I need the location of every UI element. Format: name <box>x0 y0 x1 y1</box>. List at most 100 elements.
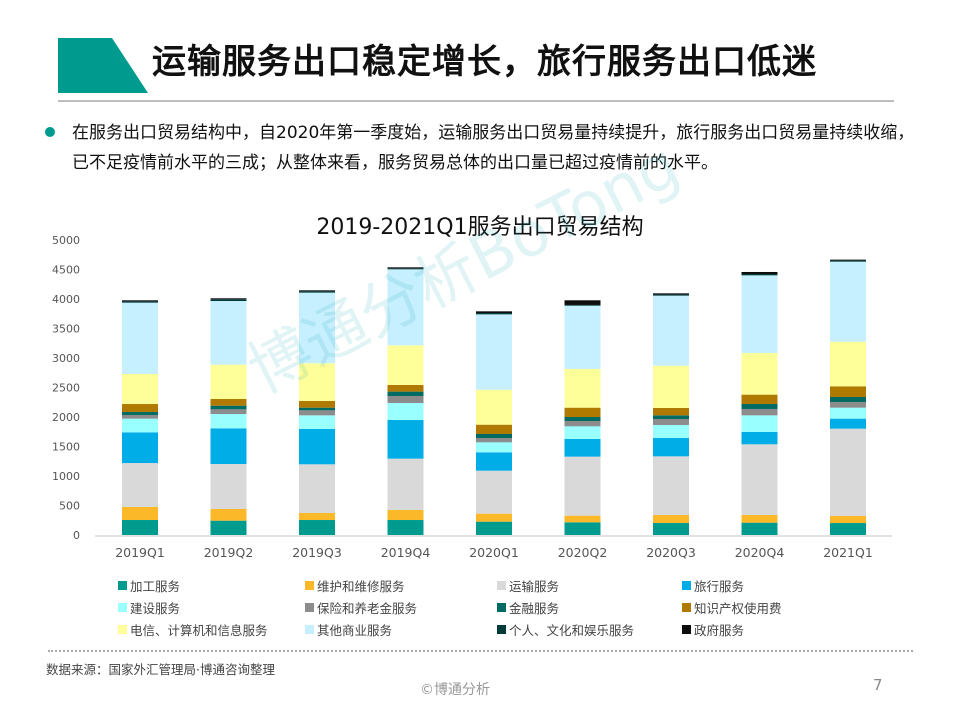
y-tick-label: 3000 <box>52 352 80 365</box>
bar-segment <box>564 456 601 516</box>
bar-segment <box>476 438 512 443</box>
bar-segment <box>653 407 689 416</box>
bar-segment <box>476 389 512 425</box>
bar-segment <box>830 341 866 387</box>
bar-segment <box>653 294 689 296</box>
bar-segment <box>830 523 866 535</box>
bar-segment <box>741 273 778 276</box>
bar-segment <box>564 304 601 306</box>
x-tick-label: 2020Q2 <box>558 545 608 560</box>
bar-stack-2019Q4 <box>387 267 424 535</box>
bar-segment <box>387 267 424 269</box>
bar-stack-2019Q3 <box>299 290 335 535</box>
bar-segment <box>122 506 158 521</box>
bar-segment <box>741 275 778 353</box>
x-tick-label: 2019Q2 <box>204 545 254 560</box>
page-number: 7 <box>873 676 883 694</box>
legend-item: 其他商业服务 <box>305 620 392 639</box>
bar-segment <box>564 305 601 369</box>
bar-stack-2019Q1 <box>122 300 158 535</box>
bar-stack-2020Q1 <box>476 311 512 535</box>
legend-label: 保险和养老金服务 <box>317 601 418 616</box>
copyright: ©博通分析 <box>420 682 490 698</box>
bar-segment <box>653 438 689 457</box>
bar-segment <box>653 365 689 408</box>
bar-segment <box>122 404 158 412</box>
y-tick-label: 1000 <box>52 470 80 483</box>
legend-swatch <box>305 581 314 590</box>
bar-segment <box>387 391 424 396</box>
bar-segment <box>741 404 778 409</box>
bar-segment <box>299 520 335 535</box>
bar-segment <box>741 408 778 416</box>
bar-segment <box>830 261 866 342</box>
bar-segment <box>564 522 601 535</box>
bar-segment <box>299 428 335 465</box>
x-tick-label: 2019Q4 <box>381 545 431 560</box>
legend-label: 维护和维修服务 <box>317 579 405 594</box>
bar-segment <box>564 426 601 440</box>
bar-segment <box>210 301 247 365</box>
legend-swatch <box>497 625 506 634</box>
bar-segment <box>564 417 601 422</box>
y-tick-label: 4000 <box>52 293 80 306</box>
bar-segment <box>564 407 601 417</box>
bar-segment <box>476 442 512 453</box>
bar-segment <box>210 399 247 406</box>
y-tick-label: 3500 <box>52 323 80 336</box>
bar-segment <box>830 407 866 419</box>
bar-segment <box>564 300 601 305</box>
bar-segment <box>476 452 512 471</box>
legend-label: 加工服务 <box>130 579 181 594</box>
y-tick-label: 2000 <box>52 411 80 424</box>
bar-segment <box>299 291 335 293</box>
legend-swatch <box>118 603 127 612</box>
bar-segment <box>830 259 866 261</box>
bar-segment <box>210 298 247 300</box>
y-axis: 0 500 1000 1500 2000 2500 3000 3500 4000 4500 5000 <box>52 234 80 542</box>
legend-swatch <box>682 603 691 612</box>
bar-segment <box>122 432 158 464</box>
bar-segment <box>653 424 689 439</box>
bar-segment <box>387 420 424 459</box>
legend-label: 金融服务 <box>509 601 560 616</box>
bar-segment <box>122 300 158 302</box>
bar-segment <box>653 419 689 425</box>
bar-segment <box>122 302 158 374</box>
bar-segment <box>653 456 689 515</box>
bar-segment <box>476 521 512 535</box>
legend-label: 政府服务 <box>694 623 745 638</box>
bar-segment <box>476 433 512 439</box>
bar-segment <box>122 373 158 405</box>
legend-swatch <box>682 581 691 590</box>
bar-segment <box>741 431 778 445</box>
bar-segment <box>387 509 424 521</box>
legend-swatch <box>118 625 127 634</box>
bar-segment <box>122 411 158 415</box>
bar-segment <box>210 508 247 521</box>
legend-item: 电信、计算机和信息服务 <box>118 620 268 639</box>
bar-stack-2021Q1 <box>830 259 866 535</box>
bar-segment <box>299 464 335 513</box>
bar-segment <box>653 295 689 366</box>
bar-segment <box>210 405 247 410</box>
bar-segment <box>210 413 247 429</box>
source-note: 数据来源：国家外汇管理局·博通咨询整理 <box>46 662 275 677</box>
bar-segment <box>564 439 601 457</box>
x-tick-label: 2020Q4 <box>735 545 785 560</box>
bar-segment <box>741 352 778 395</box>
legend-item: 个人、文化和娱乐服务 <box>497 620 634 639</box>
bars <box>122 259 866 535</box>
bar-segment <box>387 458 424 510</box>
y-tick-label: 1500 <box>52 441 80 454</box>
bar-segment <box>476 424 512 434</box>
bar-segment <box>299 407 335 411</box>
y-tick-label: 500 <box>59 500 80 513</box>
bar-segment <box>476 470 512 514</box>
bar-segment <box>830 402 866 408</box>
bar-segment <box>653 293 689 295</box>
bar-segment <box>741 514 778 523</box>
bar-segment <box>830 428 866 517</box>
bar-segment <box>830 418 866 429</box>
legend-item: 保险和养老金服务 <box>305 598 417 617</box>
